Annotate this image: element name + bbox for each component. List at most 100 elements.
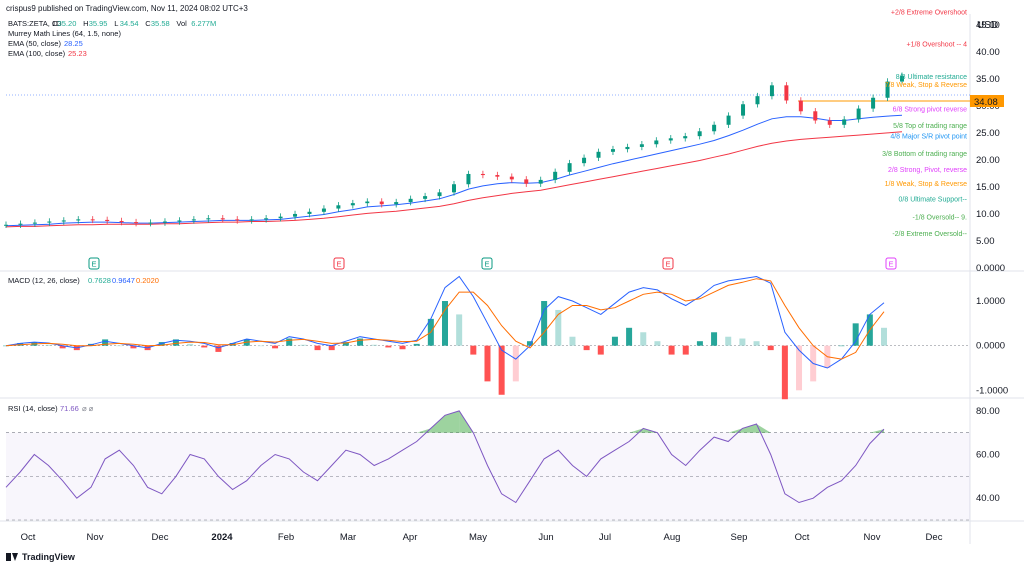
ema100-line bbox=[5, 131, 903, 228]
murrey-level-label: +2/8 Extreme Overshoot bbox=[891, 9, 967, 16]
candle-body bbox=[712, 124, 717, 132]
murrey-level-label: +1/8 Overshoot -- 4 bbox=[906, 42, 967, 49]
ohlc-value-2: 34.54 bbox=[120, 19, 139, 28]
macd-histogram-bar bbox=[371, 344, 378, 346]
macd-histogram-bar bbox=[881, 327, 887, 346]
earnings-marker-label: E bbox=[888, 260, 893, 269]
macd-histogram-bar bbox=[682, 345, 689, 355]
macd-histogram-bar bbox=[3, 345, 9, 347]
candle-body bbox=[235, 219, 240, 221]
candle-body bbox=[741, 104, 746, 116]
macd-histogram-bar bbox=[555, 309, 562, 346]
candle-body bbox=[76, 219, 81, 221]
time-tick-label: Dec bbox=[152, 532, 169, 543]
macd-histogram-bar bbox=[838, 345, 845, 347]
murrey-level-label: 2/8 Strong, Pivot, reverse bbox=[888, 167, 967, 174]
time-tick-label: Jul bbox=[599, 532, 611, 543]
candle-body bbox=[61, 220, 66, 222]
macd-histogram-bar bbox=[725, 336, 732, 346]
macd-value-1: 0.7628 bbox=[88, 276, 111, 285]
time-tick-label: Dec bbox=[926, 532, 943, 543]
macd-histogram-bar bbox=[399, 345, 406, 350]
tradingview-logo-icon bbox=[6, 553, 18, 561]
time-tick-label: Mar bbox=[340, 532, 356, 543]
candle-body bbox=[871, 97, 876, 109]
candle-body bbox=[798, 100, 803, 112]
macd-histogram-bar bbox=[272, 345, 279, 349]
earnings-marker bbox=[662, 257, 674, 270]
murrey-level-label: 0/8 Ultimate Support-- bbox=[899, 196, 968, 203]
macd-histogram-bar bbox=[45, 344, 52, 346]
candle-body bbox=[321, 208, 326, 212]
candle-body bbox=[206, 218, 211, 220]
legend-ema100-label: EMA (100, close) bbox=[8, 49, 66, 58]
candle-body bbox=[278, 216, 283, 219]
murrey-level-label: 4/8 Major S/R pivot point bbox=[890, 134, 967, 141]
macd-histogram-bar bbox=[583, 345, 590, 351]
time-tick-label: Apr bbox=[403, 532, 418, 543]
macd-histogram-bar bbox=[796, 345, 803, 391]
time-tick-label: Sep bbox=[731, 532, 748, 543]
legend-ema50-label: EMA (50, close) bbox=[8, 39, 61, 48]
legend-murrey: Murrey Math Lines (64, 1.5, none) bbox=[8, 29, 121, 38]
macd-histogram-bar bbox=[413, 343, 420, 346]
time-tick-label: Oct bbox=[795, 532, 810, 543]
macd-histogram-bar bbox=[187, 343, 194, 346]
macd-pane[interactable]: 1.0000 0.0000 -1.0000 bbox=[3, 275, 1008, 400]
macd-histogram-bar bbox=[456, 314, 463, 346]
candle-body bbox=[784, 85, 789, 101]
macd-histogram-bar bbox=[753, 341, 760, 346]
candle-body bbox=[4, 224, 8, 226]
earnings-marker-label: E bbox=[336, 260, 341, 269]
candle-body bbox=[249, 219, 254, 221]
time-tick-label: Nov bbox=[864, 532, 881, 543]
tradingview-footer[interactable]: TradingView bbox=[6, 552, 75, 562]
candle-body bbox=[582, 157, 587, 164]
macd-histogram-bar bbox=[116, 345, 123, 347]
candle-body bbox=[567, 163, 572, 172]
rsi-pane[interactable]: 80.00 60.00 40.00 bbox=[5, 406, 1000, 521]
candle-body bbox=[408, 198, 413, 203]
macd-histogram-bar bbox=[342, 342, 349, 346]
candle-body bbox=[47, 221, 52, 223]
macd-histogram-bar bbox=[286, 338, 293, 346]
price-tick-label: 25.00 bbox=[976, 128, 1000, 139]
macd-tick-label: -1.0000 bbox=[976, 385, 1008, 396]
candle-body bbox=[625, 146, 630, 150]
macd-histogram-bar bbox=[442, 301, 448, 346]
macd-histogram-bar bbox=[215, 345, 222, 352]
murrey-level-label: 7/8 Weak, Stop & Reverse bbox=[885, 82, 967, 89]
time-tick-label: Aug bbox=[664, 532, 681, 543]
candle-body bbox=[813, 111, 818, 121]
candle-body bbox=[553, 171, 558, 180]
macd-histogram-bar bbox=[470, 345, 477, 355]
macd-histogram-bar bbox=[711, 332, 718, 346]
ohlc-label-4: Vol bbox=[176, 19, 187, 28]
macd-value-3: 0.2020 bbox=[136, 276, 159, 285]
publisher-line: crispus9 published on TradingView.com, N… bbox=[6, 4, 248, 13]
candle-body bbox=[654, 140, 659, 145]
candle-body bbox=[220, 218, 225, 220]
earnings-marker-label: E bbox=[484, 260, 489, 269]
earnings-marker-label: E bbox=[91, 260, 96, 269]
macd-histogram-bar bbox=[498, 345, 505, 395]
time-tick-label: Nov bbox=[87, 532, 104, 543]
macd-histogram-bar bbox=[597, 345, 604, 355]
time-tick-label: Jun bbox=[538, 532, 553, 543]
ohlc-value-4: 6.277M bbox=[191, 19, 216, 28]
rsi-line bbox=[5, 410, 885, 504]
candle-body bbox=[90, 219, 95, 221]
price-pane[interactable]: 45.0040.0035.0030.0025.0020.0015.0010.00… bbox=[4, 9, 1005, 274]
currency-label[interactable]: USD bbox=[977, 20, 998, 31]
ohlc-value-3: 35.58 bbox=[151, 19, 170, 28]
legend-ohlc: O 35.20 H 35.95 L 34.54 C 35.58 Vol 6.277M bbox=[52, 19, 216, 28]
murrey-level-label: 1/8 Weak, Stop & Reverse bbox=[885, 181, 967, 188]
candle-body bbox=[842, 119, 847, 125]
price-tag-bg bbox=[970, 95, 1004, 107]
murrey-level-label: 5/8 Top of trading range bbox=[893, 123, 967, 130]
candle-body bbox=[191, 219, 196, 221]
time-axis[interactable]: Oct Nov Dec 2024 Feb Mar Apr May Jun Jul Aug Sep Oct… bbox=[21, 532, 943, 543]
macd-histogram-bar bbox=[314, 345, 321, 351]
macd-histogram-bar bbox=[102, 339, 109, 346]
